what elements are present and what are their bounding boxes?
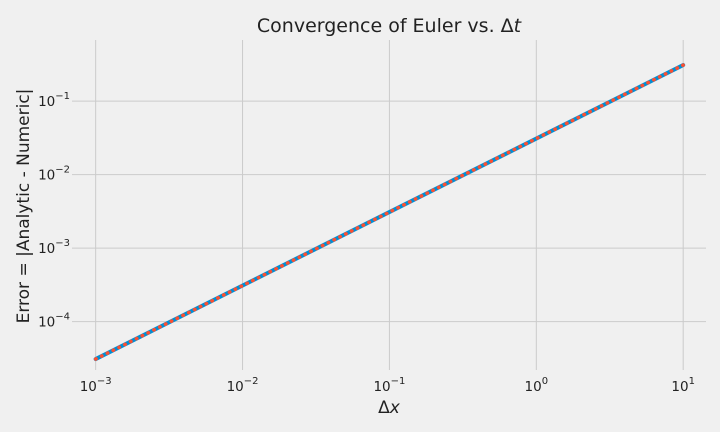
x-tick-label: 10−2 xyxy=(227,376,259,395)
y-tick-label: 10−2 xyxy=(38,165,70,184)
x-tick-labels: 10−3 10−2 10−1 100 101 xyxy=(80,376,695,395)
x-axis-label: Δx xyxy=(378,398,401,418)
chart-title: Convergence of Euler vs. Δt xyxy=(257,15,523,37)
plot-series xyxy=(93,63,686,362)
x-tick-label: 101 xyxy=(671,376,695,395)
x-tick-label: 100 xyxy=(525,376,549,395)
y-tick-label: 10−3 xyxy=(38,238,70,257)
y-tick-label: 10−1 xyxy=(38,91,70,110)
y-tick-labels: 10−4 10−3 10−2 10−1 xyxy=(38,91,70,330)
grid-lines xyxy=(72,40,706,370)
x-tick-label: 10−1 xyxy=(373,376,405,395)
series-line-dotted xyxy=(93,63,685,361)
y-axis-label: Error = |Analytic - Numeric| xyxy=(14,89,34,324)
x-tick-label: 10−3 xyxy=(80,376,112,395)
y-tick-label: 10−4 xyxy=(38,312,70,331)
